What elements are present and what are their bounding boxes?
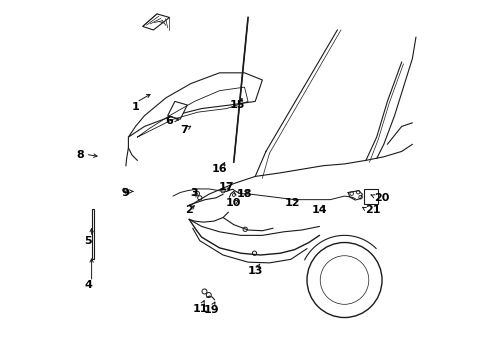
- Text: 15: 15: [229, 100, 244, 110]
- Circle shape: [356, 190, 359, 194]
- Text: 14: 14: [311, 205, 326, 215]
- Circle shape: [197, 196, 202, 200]
- Text: 18: 18: [236, 189, 252, 199]
- Circle shape: [122, 188, 126, 192]
- Text: 6: 6: [165, 116, 173, 126]
- Text: 12: 12: [285, 198, 300, 208]
- Polygon shape: [364, 189, 378, 204]
- Circle shape: [252, 251, 256, 255]
- Circle shape: [232, 194, 235, 197]
- Circle shape: [125, 191, 129, 194]
- Circle shape: [358, 195, 362, 199]
- Circle shape: [221, 189, 225, 193]
- Polygon shape: [167, 102, 187, 119]
- Circle shape: [226, 188, 229, 191]
- Circle shape: [349, 192, 353, 195]
- Text: 1: 1: [131, 102, 139, 112]
- Text: 21: 21: [364, 205, 379, 215]
- Circle shape: [329, 265, 359, 295]
- Circle shape: [206, 293, 211, 297]
- Text: 7: 7: [180, 125, 187, 135]
- Text: 11: 11: [193, 303, 208, 314]
- Polygon shape: [91, 208, 94, 258]
- Circle shape: [243, 227, 247, 231]
- Circle shape: [306, 243, 381, 318]
- Circle shape: [195, 192, 199, 196]
- Text: 16: 16: [211, 164, 227, 174]
- Text: 3: 3: [190, 188, 198, 198]
- Text: 4: 4: [84, 280, 92, 291]
- Text: 2: 2: [185, 205, 193, 215]
- Text: 5: 5: [84, 236, 92, 246]
- Text: 20: 20: [374, 193, 389, 203]
- Text: 9: 9: [121, 188, 128, 198]
- Polygon shape: [142, 14, 169, 30]
- Text: 19: 19: [203, 305, 219, 315]
- Circle shape: [238, 191, 241, 194]
- Polygon shape: [128, 73, 262, 137]
- Text: 8: 8: [76, 150, 84, 160]
- Text: 13: 13: [247, 266, 263, 276]
- Text: 10: 10: [225, 198, 241, 208]
- Text: 17: 17: [219, 182, 234, 192]
- Circle shape: [202, 289, 206, 294]
- Circle shape: [320, 256, 368, 304]
